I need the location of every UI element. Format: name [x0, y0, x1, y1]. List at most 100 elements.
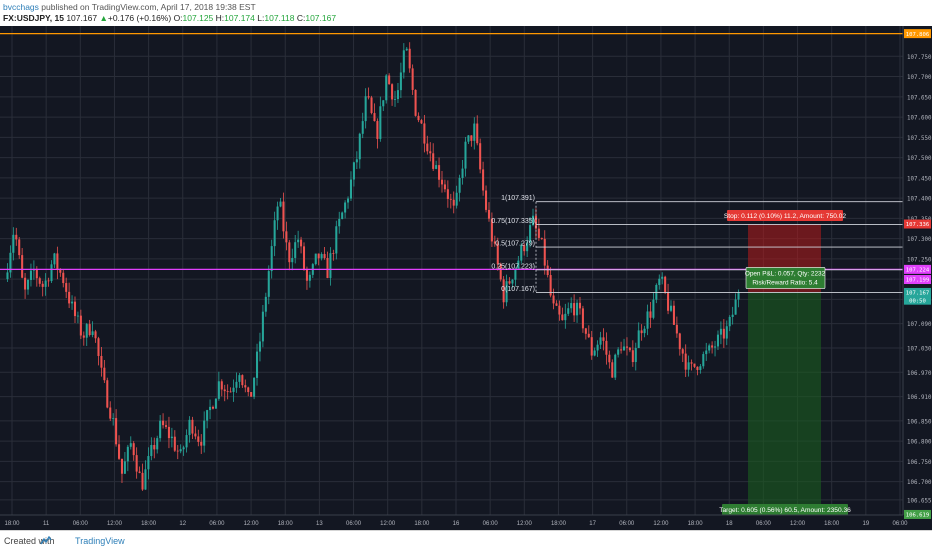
candle-body	[68, 291, 71, 304]
candle-body	[502, 279, 505, 303]
low-value: 107.118	[264, 13, 295, 23]
candle-body	[241, 375, 244, 386]
candle-body	[520, 245, 523, 261]
fib-level-label: 0.75(107.335)	[491, 218, 535, 225]
target-zone[interactable]	[748, 292, 821, 515]
candle-body	[76, 315, 79, 317]
time-tick-label: 12:00	[244, 521, 260, 527]
candle-body	[573, 303, 576, 316]
candle-body	[596, 344, 599, 351]
risk-reward-label: Risk/Reward Ratio: 5.4	[752, 279, 818, 286]
candle-body	[317, 253, 320, 259]
candle-body	[602, 337, 605, 341]
candle-body	[341, 212, 344, 219]
low-label: L:	[257, 13, 265, 23]
candle-body	[722, 328, 725, 339]
candle-body	[379, 106, 382, 139]
candle-body	[329, 253, 332, 278]
symbol-label[interactable]: FX:USDJPY, 15	[3, 13, 64, 23]
candle-body	[508, 281, 511, 284]
time-tick-label: 18:00	[551, 521, 567, 527]
time-tick-label: 18:00	[414, 521, 430, 527]
time-tick-label: 12:00	[517, 521, 533, 527]
candle-body	[288, 242, 291, 263]
candle-body	[214, 398, 217, 409]
price-tick-label: 107.400	[907, 197, 932, 203]
candle-body	[53, 253, 56, 265]
time-axis-ticks[interactable]: 18:00 11 06:00 12:00 18:00 12 06:00 12:00 18:00 1…	[4, 521, 908, 527]
candle-body	[617, 349, 620, 355]
candle-body	[608, 354, 611, 363]
candle-body	[82, 335, 85, 338]
price-badge-label: 00:50	[909, 298, 926, 304]
username-link[interactable]: bvcchags	[3, 2, 39, 12]
candle-body	[12, 234, 15, 253]
open-pnl-label: Open P&L: 0.057, Qty: 2232	[745, 270, 826, 277]
price-tick-label: 106.750	[907, 460, 932, 466]
candle-body	[270, 246, 273, 272]
candle-body	[338, 218, 341, 227]
change-up-icon: ▲	[99, 13, 108, 23]
price-chart[interactable]: 1(107.391) 0.75(107.335) 0.5(107.279) 0.25(…	[0, 26, 932, 530]
candle-body	[467, 135, 470, 142]
candle-body	[664, 276, 667, 293]
candle-body	[176, 450, 179, 452]
candle-body	[581, 308, 584, 329]
candle-body	[399, 72, 402, 91]
candle-body	[728, 316, 731, 327]
candle-body	[734, 299, 737, 315]
candle-body	[440, 179, 444, 185]
candle-body	[194, 433, 197, 437]
price-badge-label: 107.336	[906, 222, 930, 228]
candle-body	[690, 362, 693, 364]
candle-body	[678, 333, 681, 350]
price-badge-label: 107.167	[906, 291, 930, 297]
open-value: 107.125	[182, 13, 214, 23]
candle-body	[578, 302, 582, 309]
pnl-box	[745, 267, 826, 289]
candle-body	[511, 279, 514, 284]
candle-body	[675, 324, 678, 334]
candle-body	[590, 337, 593, 356]
candle-body	[21, 255, 24, 278]
candle-body	[35, 269, 38, 279]
candle-body	[65, 283, 68, 292]
price-tick-label: 107.090	[907, 322, 932, 328]
candle-body	[382, 100, 385, 107]
candle-body	[523, 245, 526, 252]
candle-body	[443, 184, 446, 190]
candle-body	[531, 215, 535, 226]
candle-body	[32, 269, 35, 271]
price-badge-label: 106.619	[906, 513, 930, 519]
candle-body	[47, 280, 50, 282]
candle-body	[173, 436, 176, 451]
candle-body	[391, 84, 394, 100]
candle-body	[203, 420, 206, 446]
candle-body	[256, 351, 259, 378]
candle-body	[605, 340, 608, 355]
candle-body	[211, 406, 215, 409]
candle-body	[191, 419, 194, 434]
tradingview-brand[interactable]: TradingView	[75, 536, 125, 546]
candle-body	[38, 278, 41, 284]
candle-body	[188, 419, 191, 436]
candle-body	[667, 292, 670, 311]
candle-body	[482, 169, 485, 191]
candle-body	[326, 257, 329, 278]
price-tick-label: 106.655	[907, 498, 932, 504]
candle-body	[432, 153, 435, 169]
candle-body	[487, 209, 490, 219]
candle-body	[576, 302, 579, 316]
candle-body	[699, 366, 702, 371]
candle-body	[29, 270, 32, 280]
price-badge	[904, 275, 931, 285]
time-tick-label: 13	[316, 521, 323, 527]
candle-body	[490, 218, 493, 242]
time-tick-label: 06:00	[756, 521, 772, 527]
candle-body	[62, 272, 65, 284]
time-tick-label: 11	[43, 521, 50, 527]
candle-body	[408, 48, 411, 69]
candle-body	[402, 50, 405, 73]
time-tick-label: 18	[726, 521, 733, 527]
price-tick-label: 107.300	[907, 237, 932, 243]
